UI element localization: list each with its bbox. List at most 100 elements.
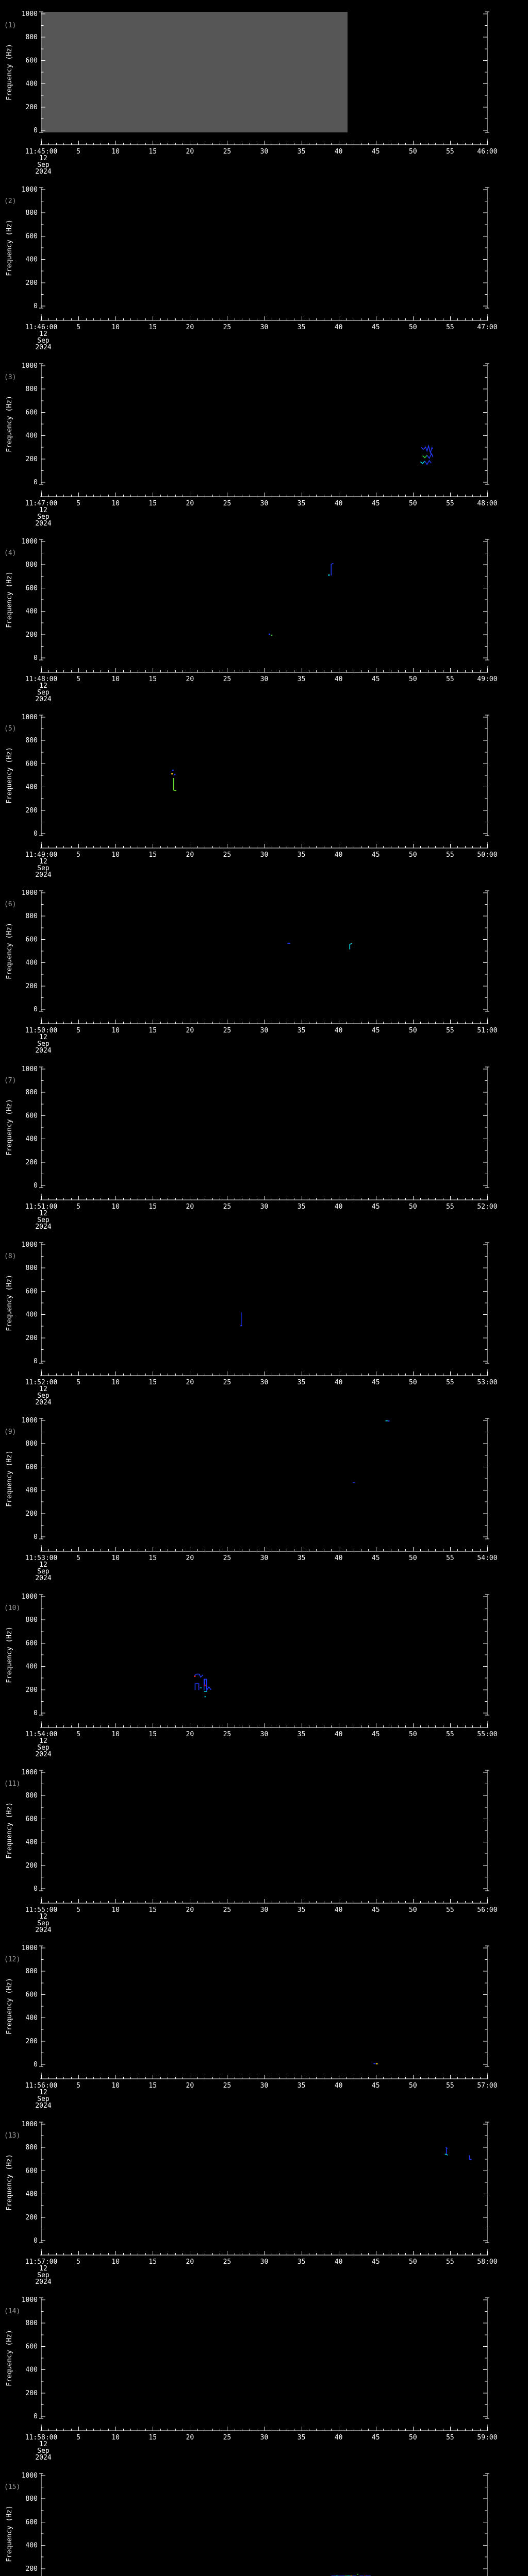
x-tick-label: 25: [223, 1554, 232, 1562]
x-tick-label: 15: [148, 500, 157, 507]
date-label: 2024: [35, 2278, 51, 2286]
end-time-label: 48:00: [477, 500, 497, 507]
y-axis-title: Frequency (Hz): [6, 571, 13, 628]
event-mark: [445, 2147, 448, 2155]
end-time-label: 49:00: [477, 675, 497, 683]
y-tick-label: 600: [26, 1287, 38, 1295]
start-time-label: 11:49:00: [25, 851, 58, 859]
x-tick-label: 10: [111, 2434, 120, 2442]
spectrogram-canvas: (5) Frequency (Hz) 0 200 400 600 800 1000 11:49:…: [4, 714, 498, 879]
x-tick-label: 50: [409, 1379, 417, 1386]
date-label: 12: [39, 330, 47, 338]
x-tick-label: 10: [111, 2258, 120, 2266]
x-tick-label: 15: [148, 2082, 157, 2090]
spectrogram-panel-15: 42.7(15)Frequency (Hz)020040060080010001…: [0, 2462, 528, 2576]
date-label: 12: [39, 2265, 47, 2273]
x-tick-label: 15: [148, 851, 157, 859]
y-tick-label: 800: [26, 1089, 38, 1096]
x-tick-label: 45: [372, 1731, 380, 1738]
y-tick-label: 800: [26, 209, 38, 217]
y-tick-label: 400: [26, 1311, 38, 1319]
y-tick-label: 600: [26, 2167, 38, 2175]
y-tick-label: 200: [26, 1686, 38, 1694]
spectrogram-panel-6: (6) Frequency (Hz) 0 200 400 600 800 1000 11:50:…: [0, 879, 528, 1055]
x-tick-label: 20: [186, 2258, 194, 2266]
y-axis-title: Frequency (Hz): [6, 1450, 13, 1507]
panel-index-label: (1): [4, 22, 16, 29]
x-tick-label: 10: [111, 500, 120, 507]
x-tick-label: 30: [260, 851, 269, 859]
y-tick-label: 1000: [22, 1769, 38, 1776]
panel-index-label: (10): [4, 1604, 20, 1612]
y-tick-label: 0: [34, 654, 38, 662]
y-tick-label: 800: [26, 737, 38, 744]
y-tick-label: 0: [34, 302, 38, 310]
y-tick-label: 200: [26, 1510, 38, 1518]
end-time-label: 47:00: [477, 324, 497, 331]
panel-index-label: (14): [4, 2308, 20, 2315]
y-tick-label: 0: [34, 1358, 38, 1365]
x-tick-label: 25: [223, 2258, 232, 2266]
y-tick-label: 200: [26, 455, 38, 463]
y-tick-label: 400: [26, 2366, 38, 2374]
y-tick-label: 600: [26, 584, 38, 592]
x-tick-label: 25: [223, 2434, 232, 2442]
event-mark: [194, 1673, 204, 1678]
x-tick-label: 35: [298, 148, 306, 156]
y-tick-label: 1000: [22, 362, 38, 370]
start-time-label: 11:46:00: [25, 324, 58, 331]
x-tick-label: 20: [186, 324, 194, 331]
x-tick-label: 40: [335, 1203, 343, 1211]
spectrogram-panel-14: (14) Frequency (Hz) 0 200 400 600 800 1000 11:58…: [0, 2286, 528, 2462]
event-dot: [271, 634, 273, 636]
date-label: 2024: [35, 1223, 51, 1231]
end-time-label: 56:00: [477, 1906, 497, 1914]
y-tick-label: 800: [26, 2319, 38, 2327]
y-tick-label: 1000: [22, 2296, 38, 2304]
y-tick-label: 1000: [22, 1944, 38, 1952]
y-tick-label: 800: [26, 1792, 38, 1800]
panel-index-label: (11): [4, 1780, 20, 1788]
x-tick-label: 35: [298, 500, 306, 507]
y-tick-label: 400: [26, 256, 38, 264]
date-label: Sep: [37, 161, 50, 169]
event-mark: [349, 943, 352, 950]
end-time-label: 55:00: [477, 1731, 497, 1738]
x-tick-label: 50: [409, 500, 417, 507]
y-tick-label: 400: [26, 1487, 38, 1495]
y-tick-label: 400: [26, 2542, 38, 2550]
x-tick-label: 40: [335, 1379, 343, 1386]
start-time-label: 11:58:00: [25, 2434, 58, 2442]
spectrogram-canvas: (11) Frequency (Hz) 0 200 400 600 800 1000 11:55…: [4, 1769, 498, 1934]
spectrogram-canvas: (6) Frequency (Hz) 0 200 400 600 800 1000 11:50:…: [4, 889, 498, 1055]
date-label: 12: [39, 1385, 47, 1393]
x-tick-label: 20: [186, 2082, 194, 2090]
spectrogram-canvas: (13) Frequency (Hz) 0 200 400 600 800 1000 11:57…: [4, 2121, 498, 2286]
y-tick-label: 200: [26, 2389, 38, 2397]
y-tick-label: 800: [26, 1440, 38, 1448]
spectrogram-canvas: (12) Frequency (Hz) 0 200 400 600 800 1000 11:56…: [4, 1944, 498, 2110]
date-label: 12: [39, 1913, 47, 1921]
x-tick-label: 5: [76, 851, 80, 859]
date-label: 2024: [35, 2454, 51, 2462]
date-label: 2024: [35, 344, 51, 351]
x-tick-label: 10: [111, 1203, 120, 1211]
x-tick-label: 30: [260, 324, 269, 331]
start-time-label: 11:55:00: [25, 1906, 58, 1914]
y-tick-label: 1000: [22, 2121, 38, 2128]
event-dot: [172, 769, 174, 771]
x-tick-label: 40: [335, 2258, 343, 2266]
x-tick-label: 15: [148, 324, 157, 331]
y-axis-title: Frequency (Hz): [6, 1626, 13, 1683]
y-tick-label: 600: [26, 1639, 38, 1647]
x-tick-label: 20: [186, 1203, 194, 1211]
spectrogram-canvas: (3) Frequency (Hz) 0 200 400 600 800 1000 11:47:…: [4, 362, 498, 528]
x-tick-label: 35: [298, 2258, 306, 2266]
y-axis-title: Frequency (Hz): [6, 2154, 13, 2211]
x-tick-label: 25: [223, 148, 232, 156]
event-mark: [420, 461, 425, 464]
x-tick-label: 40: [335, 2434, 343, 2442]
y-tick-label: 0: [34, 1006, 38, 1013]
x-tick-label: 45: [372, 1554, 380, 1562]
